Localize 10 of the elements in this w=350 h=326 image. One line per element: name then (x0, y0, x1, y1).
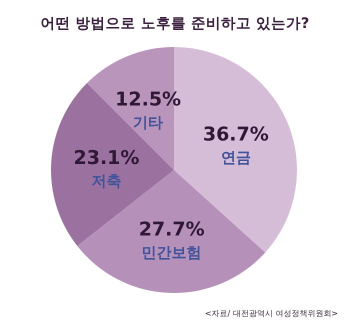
data-label: 12.5% (115, 88, 182, 110)
data-label: 23.1% (74, 146, 140, 169)
slice-label: 기타 (133, 114, 164, 132)
chart-title: 어떤 방법으로 노후를 준비하고 있는가? (40, 16, 310, 32)
slice-label: 저축 (91, 172, 122, 190)
data-label: 36.7% (202, 124, 269, 146)
text: <자료/ 대전광역시 여성정책위원회> (204, 309, 338, 318)
slice-label: 연금 (220, 148, 251, 167)
slice-label: 민간보험 (142, 244, 202, 262)
data-label: 27.7% (138, 218, 205, 241)
